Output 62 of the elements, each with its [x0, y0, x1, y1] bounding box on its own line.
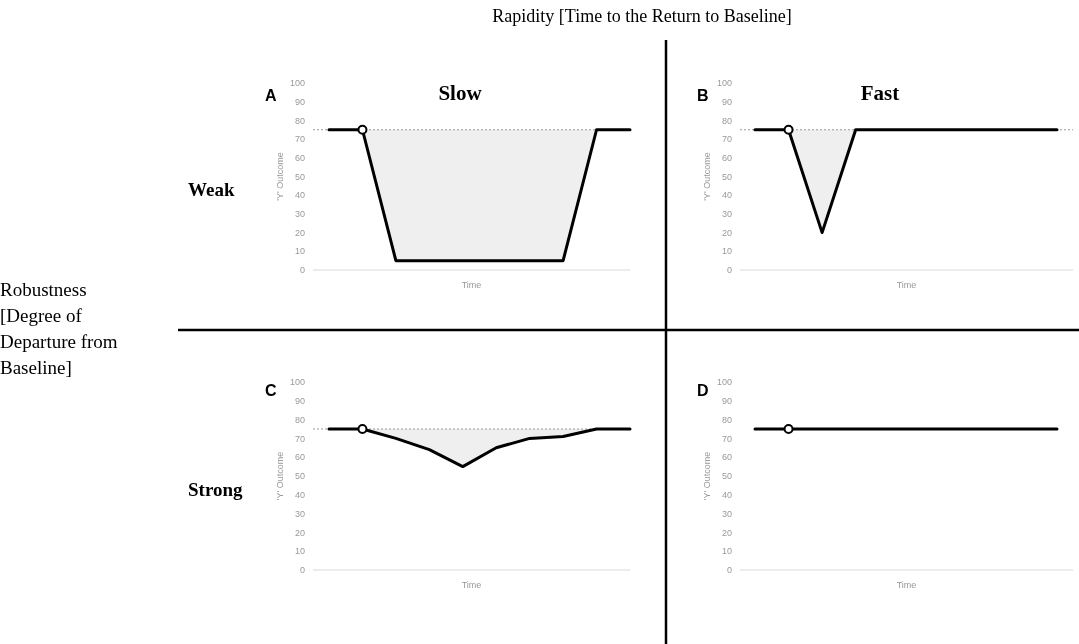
y-tick-label: 90: [294, 395, 305, 406]
y-axis-title: 'Y' Outcome: [702, 152, 712, 201]
chart-title: Fast: [860, 81, 900, 105]
y-tick-label: 50: [721, 171, 732, 182]
y-tick-label: 80: [294, 115, 305, 126]
text: Weak: [188, 179, 235, 200]
text: A: [265, 87, 277, 104]
y-tick-label: 60: [294, 152, 305, 163]
y-tick-label: 70: [721, 433, 732, 444]
y-tick-label: 100: [716, 78, 732, 89]
chart-title: Slow: [438, 81, 483, 105]
y-tick-label: 50: [294, 471, 305, 482]
x-axis-title: Time: [896, 580, 917, 590]
y-tick-label: 10: [294, 546, 305, 557]
text: C: [265, 382, 277, 399]
y-tick-label: 30: [721, 209, 732, 220]
y-tick-label: 10: [294, 246, 305, 257]
y-tick-label: 90: [294, 96, 305, 107]
y-tick-label: 90: [721, 96, 732, 107]
y-tick-label: 20: [294, 227, 305, 238]
y-tick-label: 100: [716, 377, 732, 388]
text: D: [697, 382, 709, 399]
y-tick-label: 10: [721, 246, 732, 257]
text: B: [697, 87, 709, 104]
y-tick-label: 20: [721, 527, 732, 538]
y-tick-label: 60: [294, 452, 305, 463]
y-tick-label: 20: [721, 227, 732, 238]
x-axis-title: Time: [896, 280, 917, 290]
text: Strong: [188, 479, 244, 500]
y-tick-label: 40: [721, 190, 732, 201]
y-tick-label: 0: [299, 265, 305, 276]
y-axis-title: 'Y' Outcome: [275, 152, 285, 201]
text: Rapidity [Time to the Return to Baseline]: [492, 6, 792, 26]
y-tick-label: 70: [294, 433, 305, 444]
y-tick-label: 80: [294, 414, 305, 425]
y-tick-label: 80: [721, 414, 732, 425]
y-tick-label: 0: [726, 265, 732, 276]
y-tick-label: 0: [726, 565, 732, 576]
y-axis-title: 'Y' Outcome: [702, 451, 712, 501]
y-tick-label: 30: [294, 209, 305, 220]
y-tick-label: 40: [294, 190, 305, 201]
y-tick-label: 50: [294, 171, 305, 182]
y-tick-label: 20: [294, 527, 305, 538]
y-tick-label: 70: [294, 134, 305, 145]
y-tick-label: 30: [721, 508, 732, 519]
y-tick-label: 100: [289, 78, 305, 89]
y-tick-label: 80: [721, 115, 732, 126]
x-axis-title: Time: [461, 580, 482, 590]
y-tick-label: 10: [721, 546, 732, 557]
y-tick-label: 50: [721, 471, 732, 482]
y-tick-label: 0: [299, 565, 305, 576]
y-tick-label: 30: [294, 508, 305, 519]
y-axis-title: 'Y' Outcome: [275, 451, 285, 501]
text: Robustness [Degree of Departure from Baseline]: [0, 279, 118, 378]
x-axis-title: Time: [461, 280, 482, 290]
y-tick-label: 90: [721, 395, 732, 406]
y-tick-label: 40: [294, 489, 305, 500]
y-tick-label: 60: [721, 152, 732, 163]
y-tick-label: 100: [289, 377, 305, 388]
y-tick-label: 40: [721, 489, 732, 500]
y-tick-label: 60: [721, 452, 732, 463]
y-tick-label: 70: [721, 134, 732, 145]
